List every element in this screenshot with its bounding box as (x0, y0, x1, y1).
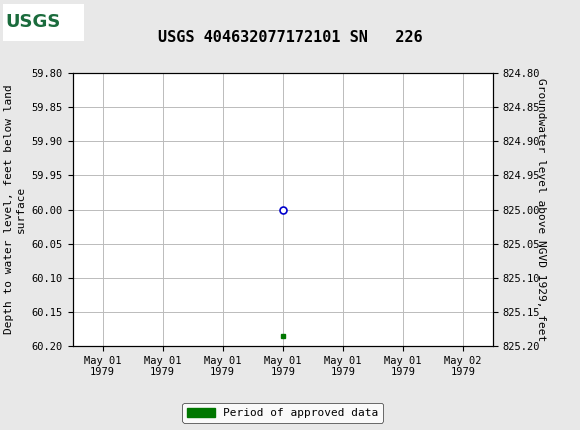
Text: USGS: USGS (6, 13, 61, 31)
Y-axis label: Groundwater level above NGVD 1929, feet: Groundwater level above NGVD 1929, feet (536, 78, 546, 341)
Y-axis label: Depth to water level, feet below land
surface: Depth to water level, feet below land su… (5, 85, 26, 335)
Text: ≈: ≈ (3, 15, 13, 29)
Legend: Period of approved data: Period of approved data (182, 403, 383, 423)
Text: USGS 404632077172101 SN   226: USGS 404632077172101 SN 226 (158, 30, 422, 45)
FancyBboxPatch shape (3, 3, 84, 41)
